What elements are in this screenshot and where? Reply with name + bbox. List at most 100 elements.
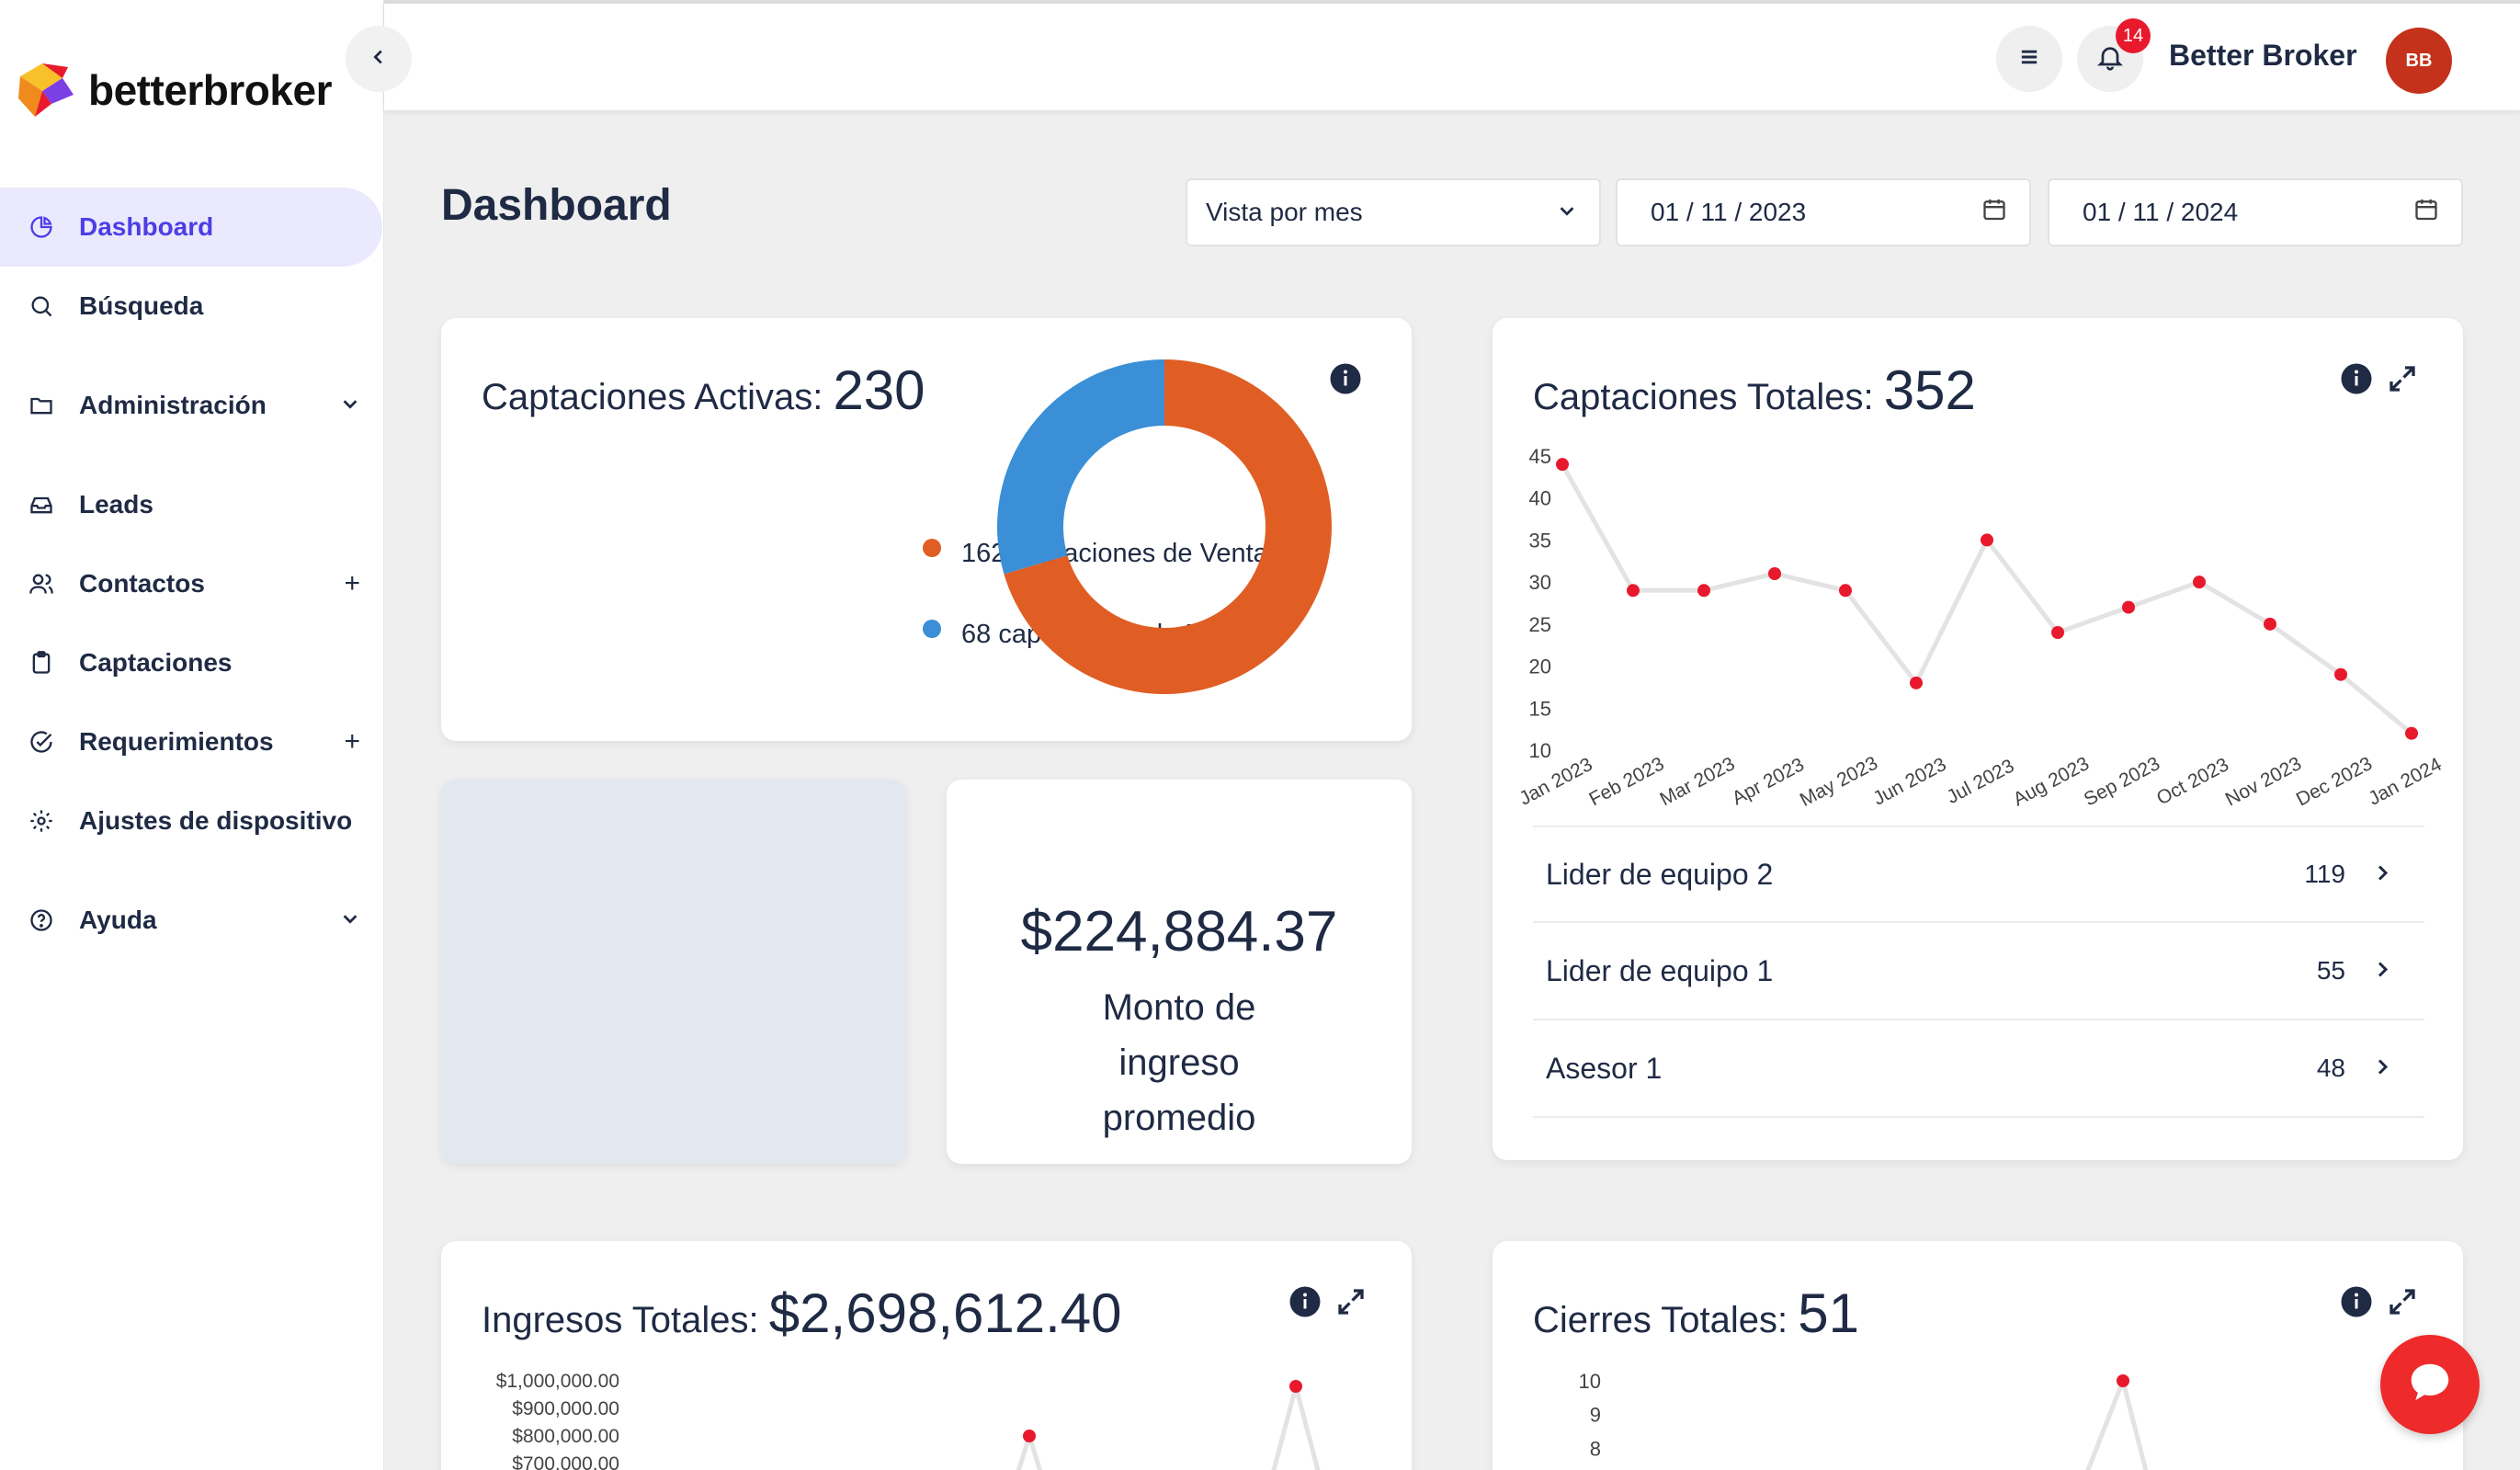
sidebar-item-captaciones[interactable]: Captaciones bbox=[0, 623, 384, 702]
sidebar-item-label: Búsqueda bbox=[79, 291, 204, 320]
gear-icon bbox=[28, 807, 55, 835]
y-tick-label: 10 bbox=[1579, 1370, 1601, 1393]
cierres-line-chart: 10 9 8 bbox=[1579, 1370, 2149, 1470]
data-point[interactable] bbox=[1023, 1430, 1036, 1442]
chevron-right-icon[interactable] bbox=[2371, 1052, 2393, 1086]
sidebar-item-ajustes[interactable]: Ajustes de dispositivo bbox=[0, 781, 384, 860]
calendar-icon[interactable] bbox=[2413, 197, 2439, 229]
date-to-value: 01 / 11 / 2024 bbox=[2083, 198, 2239, 226]
chevron-right-icon[interactable] bbox=[2371, 954, 2393, 988]
x-tick-label: Jan 2023 bbox=[1515, 754, 1595, 810]
expand-icon[interactable] bbox=[1334, 1285, 1368, 1318]
donut-slice-venta[interactable] bbox=[1004, 359, 1332, 694]
sidebar-item-leads[interactable]: Leads bbox=[0, 465, 384, 544]
expand-icon[interactable] bbox=[2386, 362, 2419, 395]
data-point[interactable] bbox=[2264, 617, 2276, 631]
help-circle-icon bbox=[28, 906, 55, 934]
data-point[interactable] bbox=[2122, 600, 2135, 614]
card-title-label: Ingresos Totales: bbox=[482, 1300, 759, 1340]
collapse-sidebar-button[interactable] bbox=[346, 26, 412, 92]
menu-button[interactable] bbox=[1996, 26, 2062, 92]
user-name[interactable]: Better Broker bbox=[2169, 39, 2357, 72]
donut-chart bbox=[997, 359, 1332, 694]
inbox-icon bbox=[28, 491, 55, 518]
sidebar-nav: Dashboard Búsqueda Administración Leads bbox=[0, 188, 384, 980]
data-point[interactable] bbox=[1289, 1380, 1302, 1393]
ranking-row[interactable]: Asesor 1 48 bbox=[1533, 1020, 2424, 1118]
sidebar-item-requerimientos[interactable]: Requerimientos + bbox=[0, 702, 384, 781]
card-title-label: Cierres Totales: bbox=[1533, 1300, 1788, 1340]
chevron-down-icon[interactable] bbox=[340, 905, 360, 936]
donut-slice-renta[interactable] bbox=[997, 359, 1164, 575]
ranking-label: Asesor 1 bbox=[1546, 1051, 1663, 1085]
y-tick-label: $800,000.00 bbox=[512, 1426, 619, 1447]
sidebar-item-dashboard[interactable]: Dashboard bbox=[0, 188, 382, 267]
data-point[interactable] bbox=[1627, 584, 1640, 598]
y-tick-label: 25 bbox=[1529, 613, 1551, 636]
data-point[interactable] bbox=[1981, 533, 1993, 547]
notifications-badge: 14 bbox=[2116, 18, 2151, 53]
sidebar-item-label: Ajustes de dispositivo bbox=[79, 806, 353, 835]
captaciones-totales-card: Captaciones Totales: 352 45 40 35 30 25 20 15 1… bbox=[1493, 318, 2463, 1160]
y-tick-label: $700,000.00 bbox=[512, 1453, 619, 1470]
data-point[interactable] bbox=[2405, 726, 2418, 740]
info-icon[interactable] bbox=[1329, 362, 1362, 395]
data-point[interactable] bbox=[1768, 567, 1781, 580]
data-point[interactable] bbox=[2334, 667, 2347, 681]
x-tick-label: Mar 2023 bbox=[1656, 753, 1738, 810]
y-tick-label: 30 bbox=[1529, 571, 1551, 594]
info-icon[interactable] bbox=[1288, 1285, 1322, 1318]
date-from-input[interactable]: 01 / 11 / 2023 bbox=[1616, 178, 2031, 246]
ranking-count: 119 bbox=[2304, 860, 2345, 888]
ingresos-totales-card: Ingresos Totales: $2,698,612.40 $1,000,0… bbox=[441, 1241, 1412, 1470]
sidebar-item-contactos[interactable]: Contactos + bbox=[0, 544, 384, 623]
clipboard-icon bbox=[28, 649, 55, 677]
sidebar-item-administracion[interactable]: Administración bbox=[0, 346, 384, 465]
date-from-value: 01 / 11 / 2023 bbox=[1651, 198, 1807, 226]
data-point[interactable] bbox=[1839, 584, 1852, 598]
sidebar-item-label: Administración bbox=[79, 391, 267, 419]
ranking-row[interactable]: Lider de equipo 2 119 bbox=[1533, 826, 2424, 923]
card-title: Captaciones Activas: 230 bbox=[482, 359, 925, 422]
chevron-down-icon[interactable] bbox=[340, 390, 360, 421]
data-point[interactable] bbox=[1697, 584, 1710, 598]
card-title: Captaciones Totales: 352 bbox=[1533, 359, 1976, 422]
calendar-icon[interactable] bbox=[1981, 197, 2007, 229]
check-circle-icon bbox=[28, 728, 55, 756]
add-requerimiento-button[interactable]: + bbox=[344, 726, 360, 757]
sidebar-item-busqueda[interactable]: Búsqueda bbox=[0, 267, 384, 346]
data-point[interactable] bbox=[1556, 458, 1569, 472]
brand-logo-icon bbox=[15, 58, 79, 122]
data-point[interactable] bbox=[2117, 1374, 2129, 1387]
card-title-value: 230 bbox=[833, 359, 925, 421]
ranking-count: 48 bbox=[2316, 1054, 2345, 1082]
sidebar-item-label: Captaciones bbox=[79, 648, 233, 677]
notifications-button[interactable]: 14 bbox=[2077, 18, 2151, 92]
date-to-input[interactable]: 01 / 11 / 2024 bbox=[2048, 178, 2463, 246]
sidebar-item-ayuda[interactable]: Ayuda bbox=[0, 860, 384, 980]
view-select[interactable]: Vista por mes bbox=[1186, 178, 1601, 246]
avatar[interactable]: BB bbox=[2386, 28, 2452, 94]
add-contacto-button[interactable]: + bbox=[344, 568, 360, 598]
data-point[interactable] bbox=[2193, 575, 2206, 589]
chat-button[interactable] bbox=[2380, 1335, 2480, 1434]
ranking-row[interactable]: Lider de equipo 1 55 bbox=[1533, 923, 2424, 1020]
info-icon[interactable] bbox=[2340, 362, 2373, 395]
expand-icon[interactable] bbox=[2386, 1285, 2419, 1318]
data-point[interactable] bbox=[1910, 676, 1923, 689]
brand-logo[interactable]: betterbroker bbox=[15, 53, 332, 127]
x-tick-label: May 2023 bbox=[1797, 752, 1881, 811]
series-line bbox=[1560, 462, 2413, 735]
ingresos-line-chart: $1,000,000.00 $900,000.00 $800,000.00 $700,… bbox=[496, 1371, 1321, 1470]
x-tick-label: Dec 2023 bbox=[2293, 753, 2376, 811]
info-icon[interactable] bbox=[2340, 1285, 2373, 1318]
users-icon bbox=[28, 570, 55, 598]
chevron-right-icon[interactable] bbox=[2371, 858, 2393, 892]
y-tick-label: 20 bbox=[1529, 655, 1551, 678]
card-title-value: 51 bbox=[1798, 1282, 1860, 1344]
data-point[interactable] bbox=[2051, 626, 2064, 639]
cierres-totales-card: Cierres Totales: 51 10 9 8 bbox=[1493, 1241, 2463, 1470]
x-tick-label: Jan 2024 bbox=[2365, 754, 2445, 810]
brand-name: betterbroker bbox=[88, 66, 332, 114]
